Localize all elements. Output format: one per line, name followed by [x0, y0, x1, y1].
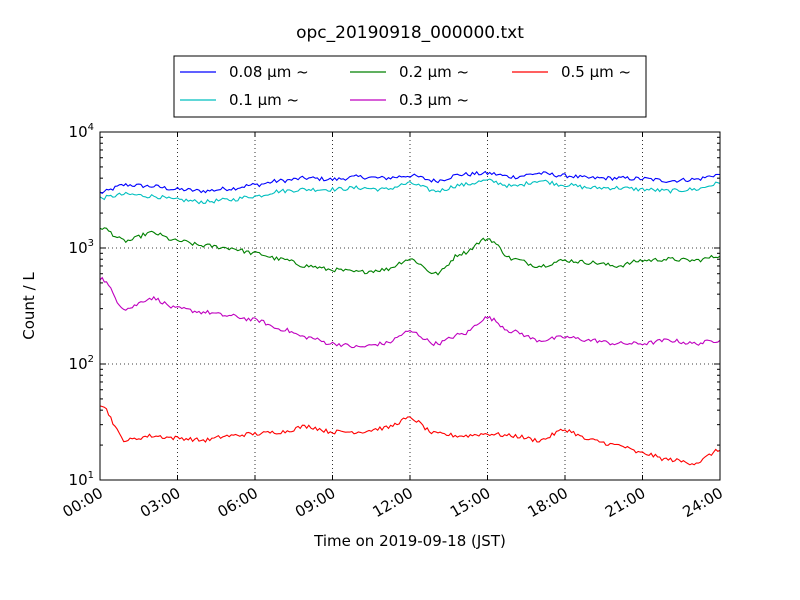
legend-label: 0.1 μm ~	[229, 91, 299, 109]
x-tick-label: 12:00	[370, 484, 416, 521]
legend-label: 0.2 μm ~	[399, 63, 469, 81]
x-axis-label: Time on 2019-09-18 (JST)	[313, 532, 506, 550]
y-axis-label: Count / L	[20, 272, 38, 340]
series-line-2	[99, 178, 721, 205]
y-tick-labels: 101 102 103 104	[69, 122, 94, 489]
series-line-4	[99, 276, 721, 349]
legend-label: 0.3 μm ~	[399, 91, 469, 109]
grid-lines	[100, 132, 720, 480]
series-line-3	[99, 227, 721, 276]
legend: 0.08 μm ~ 0.1 μm ~ 0.2 μm ~ 0.3 μm ~ 0.5 μm …	[173, 55, 647, 118]
y-tick-label: 101	[69, 470, 94, 489]
x-tick-label: 00:00	[60, 484, 106, 521]
plot-frame	[99, 131, 721, 481]
y-tick-label: 104	[69, 122, 94, 141]
legend-label: 0.08 μm ~	[229, 63, 309, 81]
x-tick-label: 18:00	[525, 484, 571, 521]
y-tick-label: 103	[69, 238, 94, 257]
x-tick-labels: 00:00 03:00 06:00 09:00 12:00 15:00 18:00 21:00…	[60, 484, 726, 521]
x-tick-label: 03:00	[137, 484, 183, 521]
series-lines	[99, 170, 721, 466]
series-line-5	[99, 405, 721, 466]
x-tick-label: 15:00	[447, 484, 493, 521]
x-tick-label: 09:00	[292, 484, 338, 521]
series-line-1	[99, 170, 721, 194]
y-tick-label: 102	[69, 354, 94, 373]
legend-box	[173, 55, 647, 118]
chart-title: opc_20190918_000000.txt	[296, 23, 524, 43]
legend-label: 0.5 μm ~	[561, 63, 631, 81]
x-tick-label: 21:00	[602, 484, 648, 521]
x-tick-label: 24:00	[680, 484, 726, 521]
x-tick-label: 06:00	[215, 484, 261, 521]
